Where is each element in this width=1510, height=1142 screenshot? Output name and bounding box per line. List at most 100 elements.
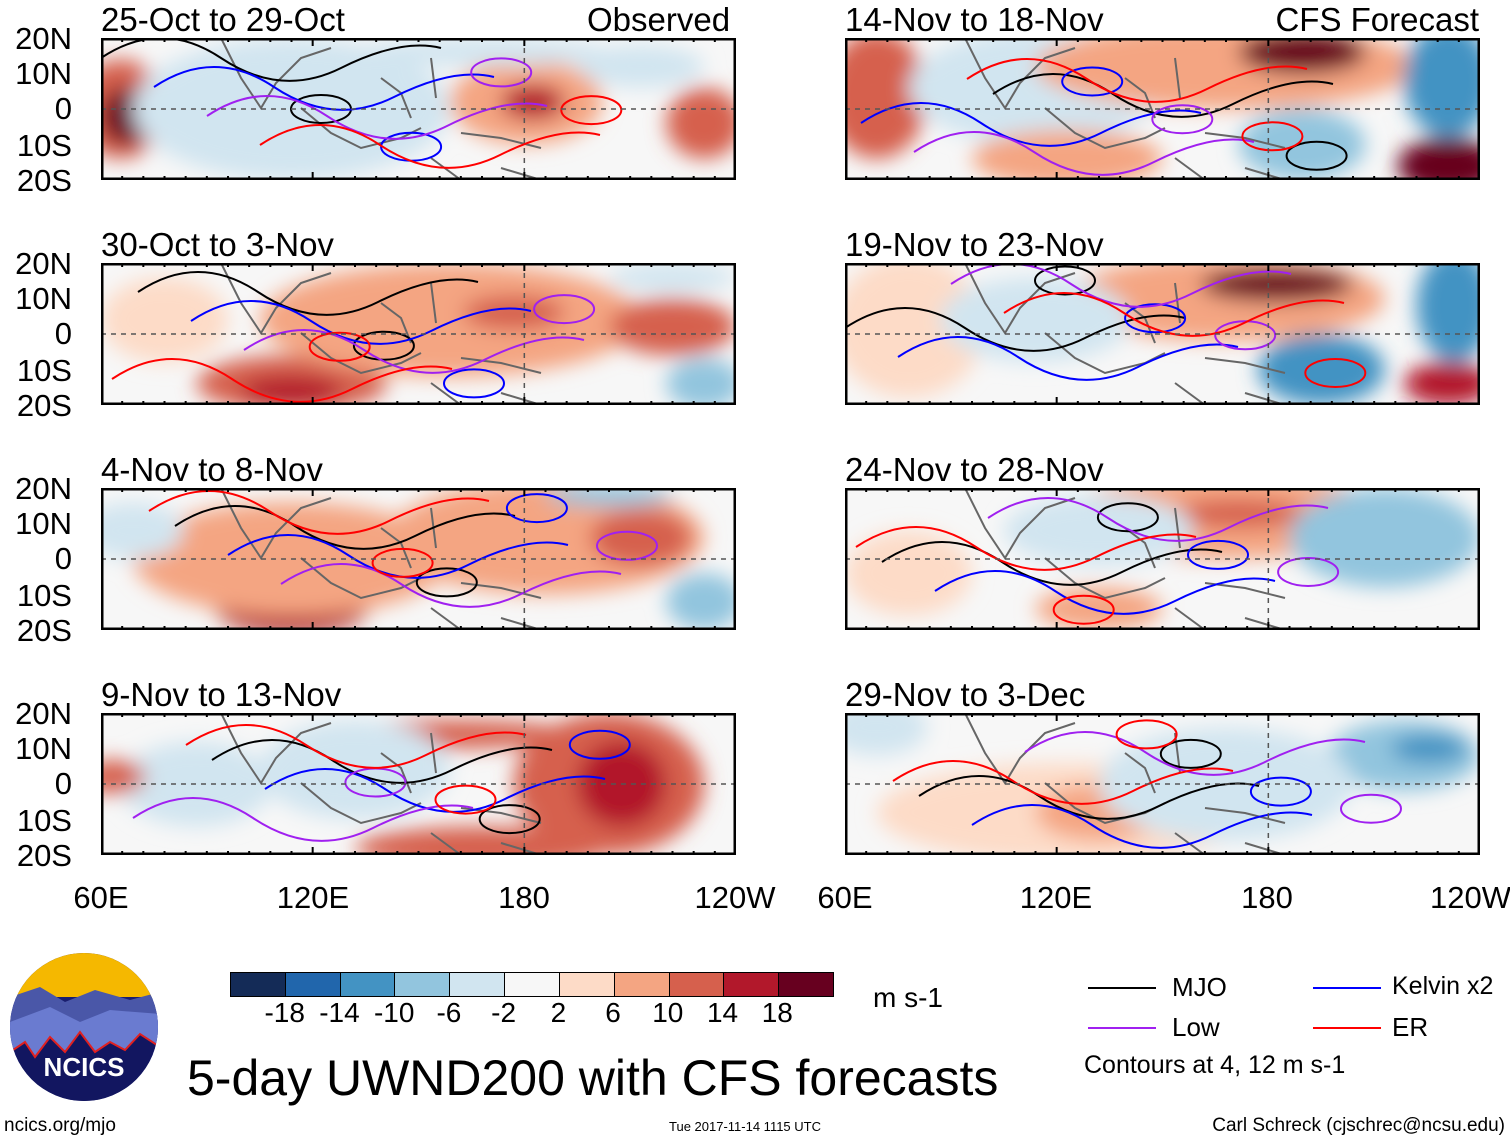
site-link[interactable]: ncics.org/mjo [4, 1115, 116, 1136]
contour-mjo [881, 541, 1223, 586]
wind-anomaly-region [501, 84, 565, 119]
contour-low [132, 797, 474, 842]
panel-title: 4-Nov to 8-Nov [101, 451, 323, 488]
colorbar-swatch [340, 973, 396, 996]
contour-low [1277, 557, 1340, 587]
wind-anomaly-region [589, 509, 692, 567]
contour-mjo [137, 271, 479, 316]
contour-low [206, 95, 548, 140]
legend-label-low: Low [1172, 1012, 1220, 1042]
panel-title: 19-Nov to 23-Nov [845, 226, 1104, 263]
colorbar-swatch [285, 973, 341, 996]
contour-er [111, 358, 453, 403]
wind-anomaly-region [1397, 137, 1480, 180]
lon-tick: 180 [498, 880, 550, 915]
logo-text: NCICS [44, 1052, 125, 1082]
contour-kelvin [971, 804, 1313, 849]
contour-kelvin [1124, 303, 1187, 334]
coastline [220, 263, 542, 405]
colorbar-swatch [559, 973, 615, 996]
lon-tick: 60E [73, 880, 129, 915]
wind-anomaly-region [940, 277, 1131, 363]
panel-title: 14-Nov to 18-Nov [845, 1, 1104, 38]
contour-low [596, 530, 658, 561]
lat-tick: 0 [54, 766, 72, 801]
lat-tick: 20S [16, 613, 72, 648]
contour-mjo [845, 307, 1186, 352]
panel-title: 25-Oct to 29-Oct [101, 1, 345, 38]
coastline [964, 38, 1286, 180]
lat-tick: 10N [15, 731, 72, 766]
wind-anomaly-region [845, 38, 928, 159]
contour-mjo [478, 804, 541, 835]
colorbar-tick-label: -2 [491, 997, 517, 1028]
wind-anomaly-region [1391, 734, 1468, 763]
contour-mjo [1034, 265, 1096, 296]
lon-tick: 120E [1019, 880, 1093, 915]
contour-er [434, 784, 497, 815]
contour-kelvin [1187, 539, 1249, 570]
contour-kelvin [153, 66, 495, 111]
contour-kelvin [897, 336, 1239, 381]
panel-title: 30-Oct to 3-Nov [101, 226, 334, 263]
colorbar-tick-label: 18 [761, 997, 793, 1028]
contour-low [987, 497, 1329, 542]
legend-label-mjo: MJO [1172, 972, 1227, 1002]
contour-low [470, 57, 533, 88]
lat-tick: 10S [16, 803, 72, 838]
wind-anomaly-region [577, 45, 705, 88]
contour-low [280, 563, 622, 608]
ncics-logo: NCICS [10, 953, 158, 1101]
contour-kelvin [190, 300, 532, 345]
panel-title: 24-Nov to 28-Nov [845, 451, 1104, 488]
lat-tick: 0 [54, 541, 72, 576]
map-panel [101, 713, 736, 855]
lat-tick: 0 [54, 316, 72, 351]
map-panel [845, 38, 1480, 180]
colorbar-swatch [724, 973, 780, 996]
lat-tick: 20N [15, 21, 72, 56]
map-panel [101, 263, 736, 405]
contour-er [259, 124, 601, 169]
panel-title: 29-Nov to 3-Dec [845, 676, 1086, 713]
contour-mjo [1285, 140, 1348, 171]
contour-low [243, 329, 585, 374]
colorbar-swatch [231, 973, 286, 996]
author-credit: Carl Schreck (cjschrec@ncsu.edu) [1212, 1115, 1505, 1136]
contour-er [371, 547, 434, 578]
map-panel [101, 488, 736, 630]
colorbar-tick-label: -10 [373, 997, 415, 1028]
coastline [964, 488, 1286, 630]
lat-tick: 20N [15, 471, 72, 506]
contour-er [185, 724, 527, 769]
colorbar-tick-label: 14 [706, 997, 739, 1028]
contour-kelvin [505, 493, 568, 524]
wind-anomaly-region [101, 277, 228, 363]
wind-anomaly-region [1257, 334, 1385, 405]
colorbar-swatch [505, 973, 560, 996]
contour-mjo [1159, 738, 1222, 769]
lat-tick: 0 [54, 91, 72, 126]
contour-kelvin [443, 368, 505, 399]
forecast-label: CFS Forecast [1275, 1, 1479, 38]
map-panel [845, 713, 1480, 855]
observed-label: Observed [587, 1, 731, 38]
contour-er [1052, 594, 1115, 625]
contour-er [560, 95, 623, 126]
legend-label-er: ER [1392, 1012, 1429, 1042]
contour-low [1151, 104, 1214, 135]
wind-anomaly-region [609, 298, 736, 356]
wind-anomaly-region [1238, 38, 1366, 74]
lat-tick: 20S [16, 388, 72, 423]
contour-er [1304, 358, 1367, 388]
wind-anomaly-region [666, 87, 736, 159]
lat-tick: 10S [16, 353, 72, 388]
contour-low [1024, 731, 1366, 776]
wind-anomaly-region [1289, 488, 1480, 588]
contour-kelvin [1249, 776, 1312, 807]
contour-kelvin [1061, 66, 1124, 97]
timestamp: Tue 2017-11-14 1115 UTC [669, 1119, 821, 1134]
lat-tick: 20N [15, 696, 72, 731]
wind-anomaly-region [101, 502, 184, 559]
contour-er [892, 760, 1234, 805]
